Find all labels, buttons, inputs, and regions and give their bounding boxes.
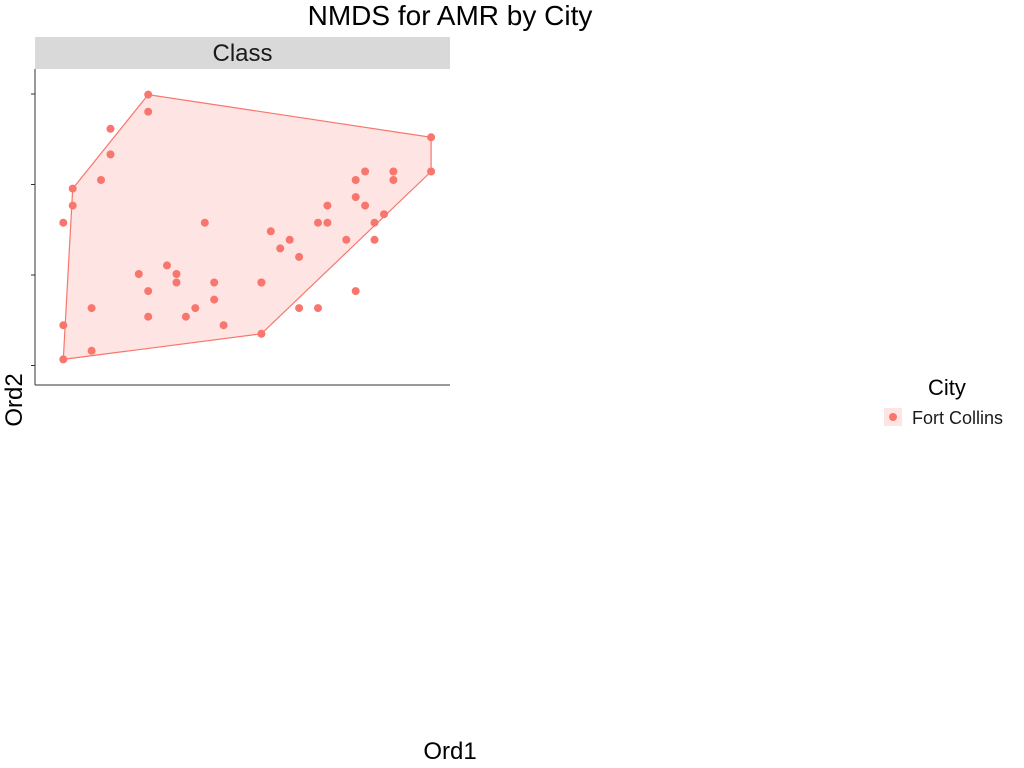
data-point — [427, 167, 436, 176]
data-point — [323, 218, 332, 227]
legend: City Fort Collins — [884, 375, 1003, 428]
data-point — [370, 235, 379, 244]
facet-strip — [35, 37, 450, 69]
data-point — [134, 270, 143, 278]
y-axis-title: Ord2 — [1, 373, 28, 426]
data-point — [87, 304, 96, 313]
data-point — [87, 346, 96, 355]
facet-strip-label: Class — [212, 40, 272, 67]
data-point — [59, 218, 68, 227]
data-point — [351, 176, 360, 184]
facet-panel-class: Class — [31, 37, 450, 386]
data-point — [361, 167, 370, 176]
data-point — [257, 329, 266, 338]
data-point — [266, 227, 275, 236]
data-point — [191, 304, 200, 313]
data-point — [200, 218, 209, 227]
legend-label-fort-collins: Fort Collins — [912, 408, 1003, 428]
data-point — [389, 167, 398, 176]
legend-key-point — [889, 413, 897, 421]
x-axis-title: Ord1 — [423, 738, 476, 765]
data-point — [295, 252, 304, 261]
data-point — [210, 278, 219, 287]
data-point — [380, 210, 388, 219]
data-point — [351, 287, 360, 296]
data-point — [68, 201, 77, 210]
data-point — [351, 193, 360, 202]
data-point — [314, 304, 322, 313]
data-point — [389, 176, 398, 184]
data-point — [295, 304, 304, 313]
data-point — [172, 270, 181, 278]
data-point — [163, 261, 171, 270]
data-point — [427, 133, 436, 142]
data-point — [59, 355, 68, 364]
data-point — [342, 235, 351, 244]
data-point — [210, 295, 219, 304]
data-point — [144, 312, 153, 321]
data-point — [323, 201, 332, 210]
chart-title: NMDS for AMR by City — [308, 0, 593, 31]
data-point — [285, 235, 294, 244]
data-point — [361, 201, 370, 210]
data-point — [219, 321, 228, 330]
data-point — [144, 90, 153, 99]
data-point — [144, 107, 153, 116]
data-point — [276, 244, 285, 253]
legend-title: City — [928, 375, 966, 400]
data-point — [257, 278, 266, 287]
data-point — [370, 218, 379, 227]
data-point — [97, 176, 105, 184]
data-point — [181, 312, 190, 321]
data-point — [59, 321, 68, 330]
data-point — [106, 124, 115, 133]
panel-background — [35, 69, 450, 385]
data-point — [314, 218, 322, 227]
data-point — [172, 278, 181, 287]
data-point — [68, 184, 77, 193]
data-point — [144, 287, 153, 296]
data-point — [106, 150, 115, 159]
